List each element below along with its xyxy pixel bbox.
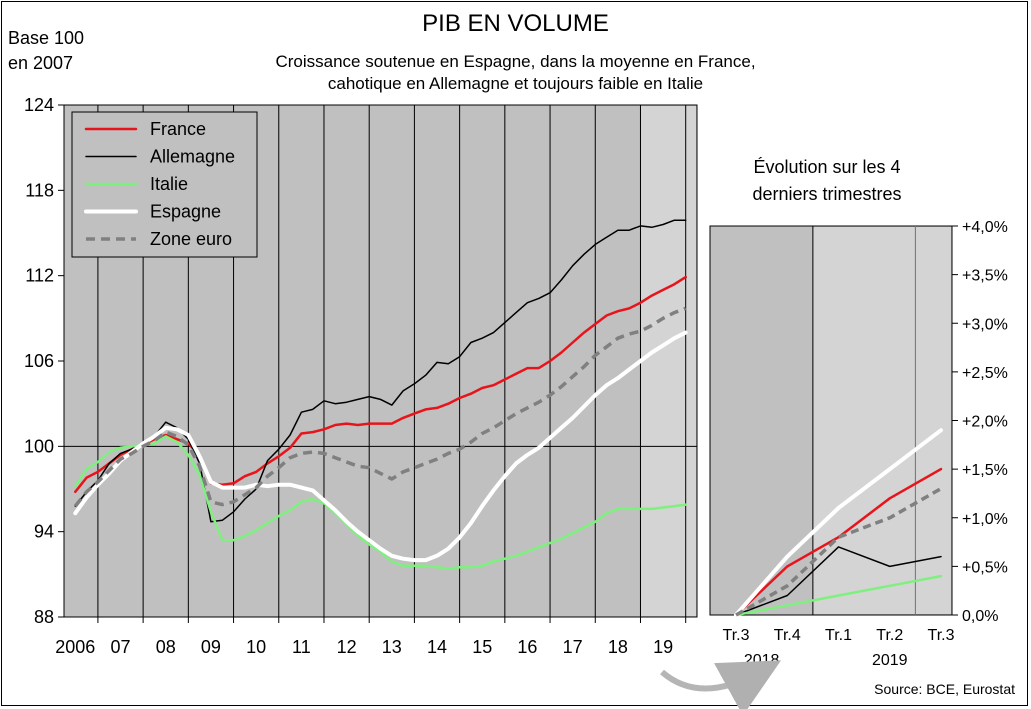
x-tick-label: 17: [563, 637, 583, 657]
right-series-line-allemagne: [735, 546, 942, 616]
right-series-line-zone-euro: [735, 487, 942, 617]
x-tick-label: 18: [608, 637, 628, 657]
right-y-tick-label: +3,0%: [962, 316, 1008, 333]
year-label: 2019: [872, 652, 908, 669]
quarter-label: Tr.2: [876, 627, 903, 644]
legend-label-zone-euro: Zone euro: [150, 229, 232, 249]
series-line-espagne: [73, 330, 688, 563]
right-recent-shade: [812, 227, 951, 614]
y-tick-label: 118: [25, 180, 54, 200]
series-line-italie: [74, 435, 687, 570]
right-y-tick-label: +1,5%: [962, 462, 1008, 479]
quarter-label: Tr.3: [928, 627, 955, 644]
chart-subtitle-line-2: cahotique en Allemagne et toujours faibl…: [327, 74, 704, 93]
source-note: Source: BCE, Eurostat: [874, 681, 1015, 697]
right-y-tick-label: 0,0%: [962, 608, 998, 625]
x-tick-label: 11: [292, 637, 311, 657]
right-chart: 0,0% +0,5% +1,0% +1,5% +2,0% +2,5% +3,0% +3,5% +…: [709, 219, 1008, 669]
x-tick-label: 07: [111, 637, 131, 657]
x-tick-label: 16: [517, 637, 537, 657]
y-tick-label: 106: [24, 351, 54, 371]
right-series-line-italie: [734, 574, 943, 617]
y-tick-label: 88: [34, 607, 54, 627]
x-tick-label: 2006: [55, 637, 95, 657]
legend-label-france: France: [150, 119, 206, 139]
right-y-tick-label: +4,0%: [962, 219, 1008, 236]
legend-label-italie: Italie: [150, 174, 188, 194]
series-line-france: [74, 275, 687, 494]
y-tick-label: 112: [25, 266, 54, 286]
chart-title: PIB EN VOLUME: [422, 10, 609, 37]
right-series-line-france: [734, 467, 943, 617]
x-tick-label: 12: [337, 637, 357, 657]
right-y-tick-label: +2,5%: [962, 365, 1008, 382]
legend-label-espagne: Espagne: [150, 202, 221, 222]
chart-subtitle-line-1: Croissance soutenue en Espagne, dans la …: [275, 52, 756, 71]
right-y-tick-label: +1,0%: [962, 511, 1008, 528]
legend: France Allemagne Italie Espagne Zone euro: [71, 111, 258, 258]
x-tick-label: 08: [156, 637, 176, 657]
year-label: 2018: [744, 652, 780, 669]
quarter-label: Tr.3: [723, 627, 750, 644]
x-tick-label: 10: [246, 637, 266, 657]
y-tick-label: 94: [34, 522, 54, 542]
main-chart: 88 94 100 106 112 118 124 2006 07 08 09 10 11 12 13 14 1…: [24, 95, 698, 657]
series-line-zone-euro: [73, 306, 687, 508]
right-chart-title-line-1: Évolution sur les 4: [753, 157, 901, 177]
right-chart-title-line-2: derniers trimestres: [752, 184, 902, 204]
right-y-tick-label: +0,5%: [962, 559, 1008, 576]
x-tick-label: 09: [201, 637, 221, 657]
right-series-line-espagne: [734, 428, 943, 617]
y-tick-label: 124: [24, 95, 54, 115]
legend-label-allemagne: Allemagne: [150, 147, 235, 167]
base-label-line-1: Base 100: [8, 28, 85, 48]
y-tick-label: 100: [24, 436, 54, 456]
base-label-line-2: en 2007: [8, 53, 74, 73]
x-tick-label: 19: [653, 637, 673, 657]
x-tick-label: 14: [427, 637, 447, 657]
quarter-label: Tr.1: [825, 627, 852, 644]
recent-period-shade: [640, 106, 696, 616]
right-y-tick-label: +3,5%: [962, 268, 1008, 285]
right-y-tick-label: +2,0%: [962, 414, 1008, 431]
transition-arrow: [660, 660, 782, 709]
x-tick-label: 15: [472, 637, 492, 657]
quarter-label: Tr.4: [774, 627, 801, 644]
x-tick-label: 13: [382, 637, 402, 657]
